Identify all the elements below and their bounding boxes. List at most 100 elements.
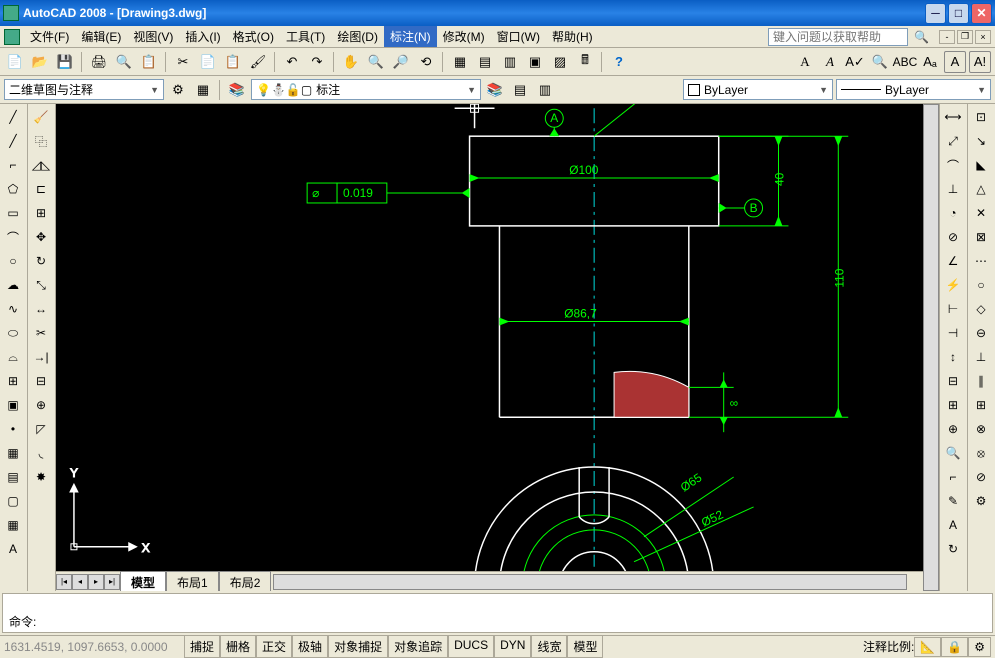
fillet-tool[interactable]: ◟	[30, 442, 52, 464]
new-button[interactable]: 📄	[4, 51, 26, 73]
osnap-appint-tool[interactable]: ⊠	[970, 226, 992, 248]
mirror-tool[interactable]: ◿◺	[30, 154, 52, 176]
dim-break-tool[interactable]: ⊟	[942, 370, 964, 392]
hatch-tool[interactable]: ▦	[2, 442, 24, 464]
menu-item-4[interactable]: 格式(O)	[227, 26, 280, 47]
copy-tool[interactable]: ⿻	[30, 130, 52, 152]
match-button[interactable]: 🖌	[247, 51, 269, 73]
tab-first-button[interactable]: |◂	[56, 574, 72, 590]
trim-tool[interactable]: ✂	[30, 322, 52, 344]
offset-tool[interactable]: ⊏	[30, 178, 52, 200]
point-tool[interactable]: •	[2, 418, 24, 440]
status-toggle-8[interactable]: 线宽	[531, 635, 567, 658]
menu-item-3[interactable]: 插入(I)	[179, 26, 226, 47]
model-tab-0[interactable]: 模型	[120, 571, 166, 592]
coords-display[interactable]: 1631.4519, 1097.6653, 0.0000	[4, 640, 184, 654]
mdi-close-button[interactable]: ×	[975, 30, 991, 44]
help-button[interactable]: ?	[608, 51, 630, 73]
vscrollbar[interactable]	[923, 104, 939, 591]
dim-inspect-tool[interactable]: 🔍	[942, 442, 964, 464]
dim-jogged-tool[interactable]: ⌐	[942, 466, 964, 488]
center-mark-tool[interactable]: ⊕	[942, 418, 964, 440]
workspace-save-button[interactable]: ▦	[192, 79, 214, 101]
array-tool[interactable]: ⊞	[30, 202, 52, 224]
rectangle-tool[interactable]: ▭	[2, 202, 24, 224]
polygon-tool[interactable]: ⬠	[2, 178, 24, 200]
explode-tool[interactable]: ✸	[30, 466, 52, 488]
spell-button[interactable]: ABC	[894, 51, 916, 73]
menu-item-8[interactable]: 修改(M)	[437, 26, 491, 47]
workspace-settings-button[interactable]: ⚙	[167, 79, 189, 101]
osnap-near-tool[interactable]: ⦻	[970, 442, 992, 464]
layer-state-button[interactable]: ▤	[509, 79, 531, 101]
publish-button[interactable]: 📋	[138, 51, 160, 73]
join-tool[interactable]: ⊕	[30, 394, 52, 416]
calc-button[interactable]: 🖩	[574, 51, 596, 73]
menu-item-7[interactable]: 标注(N)	[384, 26, 437, 47]
dim-angular-tool[interactable]: ∠	[942, 250, 964, 272]
table-tool[interactable]: ▦	[2, 514, 24, 536]
stretch-tool[interactable]: ↔	[30, 298, 52, 320]
tolerance-tool[interactable]: ⊞	[942, 394, 964, 416]
region-tool[interactable]: ▢	[2, 490, 24, 512]
osnap-end-tool[interactable]: ◣	[970, 154, 992, 176]
mdi-minimize-button[interactable]: -	[939, 30, 955, 44]
osnap-none-tool[interactable]: ⊘	[970, 466, 992, 488]
zoom-window-button[interactable]: 🔎	[390, 51, 412, 73]
model-tab-2[interactable]: 布局2	[219, 571, 272, 592]
dim-space-tool[interactable]: ↕	[942, 346, 964, 368]
properties-button[interactable]: ▦	[449, 51, 471, 73]
text-style-button[interactable]: A	[944, 51, 966, 73]
insert-tool[interactable]: ⊞	[2, 370, 24, 392]
close-button[interactable]: ✕	[971, 3, 992, 24]
find-button[interactable]: 🔍	[869, 51, 891, 73]
command-line[interactable]: 命令:	[2, 593, 993, 633]
maximize-button[interactable]: □	[948, 3, 969, 24]
osnap-temp-tool[interactable]: ⊡	[970, 106, 992, 128]
ellipse-arc-tool[interactable]: ⌓	[2, 346, 24, 368]
block-tool[interactable]: ▣	[2, 394, 24, 416]
status-toggle-7[interactable]: DYN	[494, 635, 531, 658]
dim-update-tool[interactable]: ↻	[942, 538, 964, 560]
copy-button[interactable]: 📄	[197, 51, 219, 73]
dim-tedit-tool[interactable]: A	[942, 514, 964, 536]
rotate-tool[interactable]: ↻	[30, 250, 52, 272]
status-toggle-2[interactable]: 正交	[256, 635, 292, 658]
design-center-button[interactable]: ▤	[474, 51, 496, 73]
dim-baseline-tool[interactable]: ⊢	[942, 298, 964, 320]
help-search-icon[interactable]: 🔍	[914, 30, 929, 44]
dim-edit-tool[interactable]: ✎	[942, 490, 964, 512]
circle-tool[interactable]: ○	[2, 250, 24, 272]
osnap-perp-tool[interactable]: ⊥	[970, 346, 992, 368]
layer-prev-button[interactable]: 📚	[484, 79, 506, 101]
ellipse-tool[interactable]: ⬭	[2, 322, 24, 344]
tab-next-button[interactable]: ▸	[88, 574, 104, 590]
dim-linear-tool[interactable]: ⟷	[942, 106, 964, 128]
drawing-canvas[interactable]: A B ⌀ 0.019	[56, 104, 923, 571]
status-toggle-6[interactable]: DUCS	[448, 635, 494, 658]
tab-last-button[interactable]: ▸|	[104, 574, 120, 590]
zoom-button[interactable]: 🔍	[365, 51, 387, 73]
tool-palettes-button[interactable]: ▥	[499, 51, 521, 73]
zoom-prev-button[interactable]: ⟲	[415, 51, 437, 73]
workspace-combo[interactable]: 二维草图与注释 ▼	[4, 79, 164, 100]
osnap-ext-tool[interactable]: ⋯	[970, 250, 992, 272]
dim-continue-tool[interactable]: ⊣	[942, 322, 964, 344]
status-toggle-4[interactable]: 对象捕捉	[328, 635, 388, 658]
status-toggle-1[interactable]: 栅格	[220, 635, 256, 658]
minimize-button[interactable]: ─	[925, 3, 946, 24]
dim-ordinate-tool[interactable]: ⊥	[942, 178, 964, 200]
text-check-button[interactable]: A✓	[844, 51, 866, 73]
xline-tool[interactable]: ╱	[2, 130, 24, 152]
tab-prev-button[interactable]: ◂	[72, 574, 88, 590]
mtext-tool[interactable]: A	[2, 538, 24, 560]
table-style-button[interactable]: A!	[969, 51, 991, 73]
sheet-set-button[interactable]: ▣	[524, 51, 546, 73]
erase-tool[interactable]: 🧹	[30, 106, 52, 128]
osnap-ins-tool[interactable]: ⊞	[970, 394, 992, 416]
osnap-mid-tool[interactable]: △	[970, 178, 992, 200]
annotation-auto-button[interactable]: ⚙	[968, 637, 991, 657]
paste-button[interactable]: 📋	[222, 51, 244, 73]
spline-tool[interactable]: ∿	[2, 298, 24, 320]
arc-tool[interactable]: ⌒	[2, 226, 24, 248]
